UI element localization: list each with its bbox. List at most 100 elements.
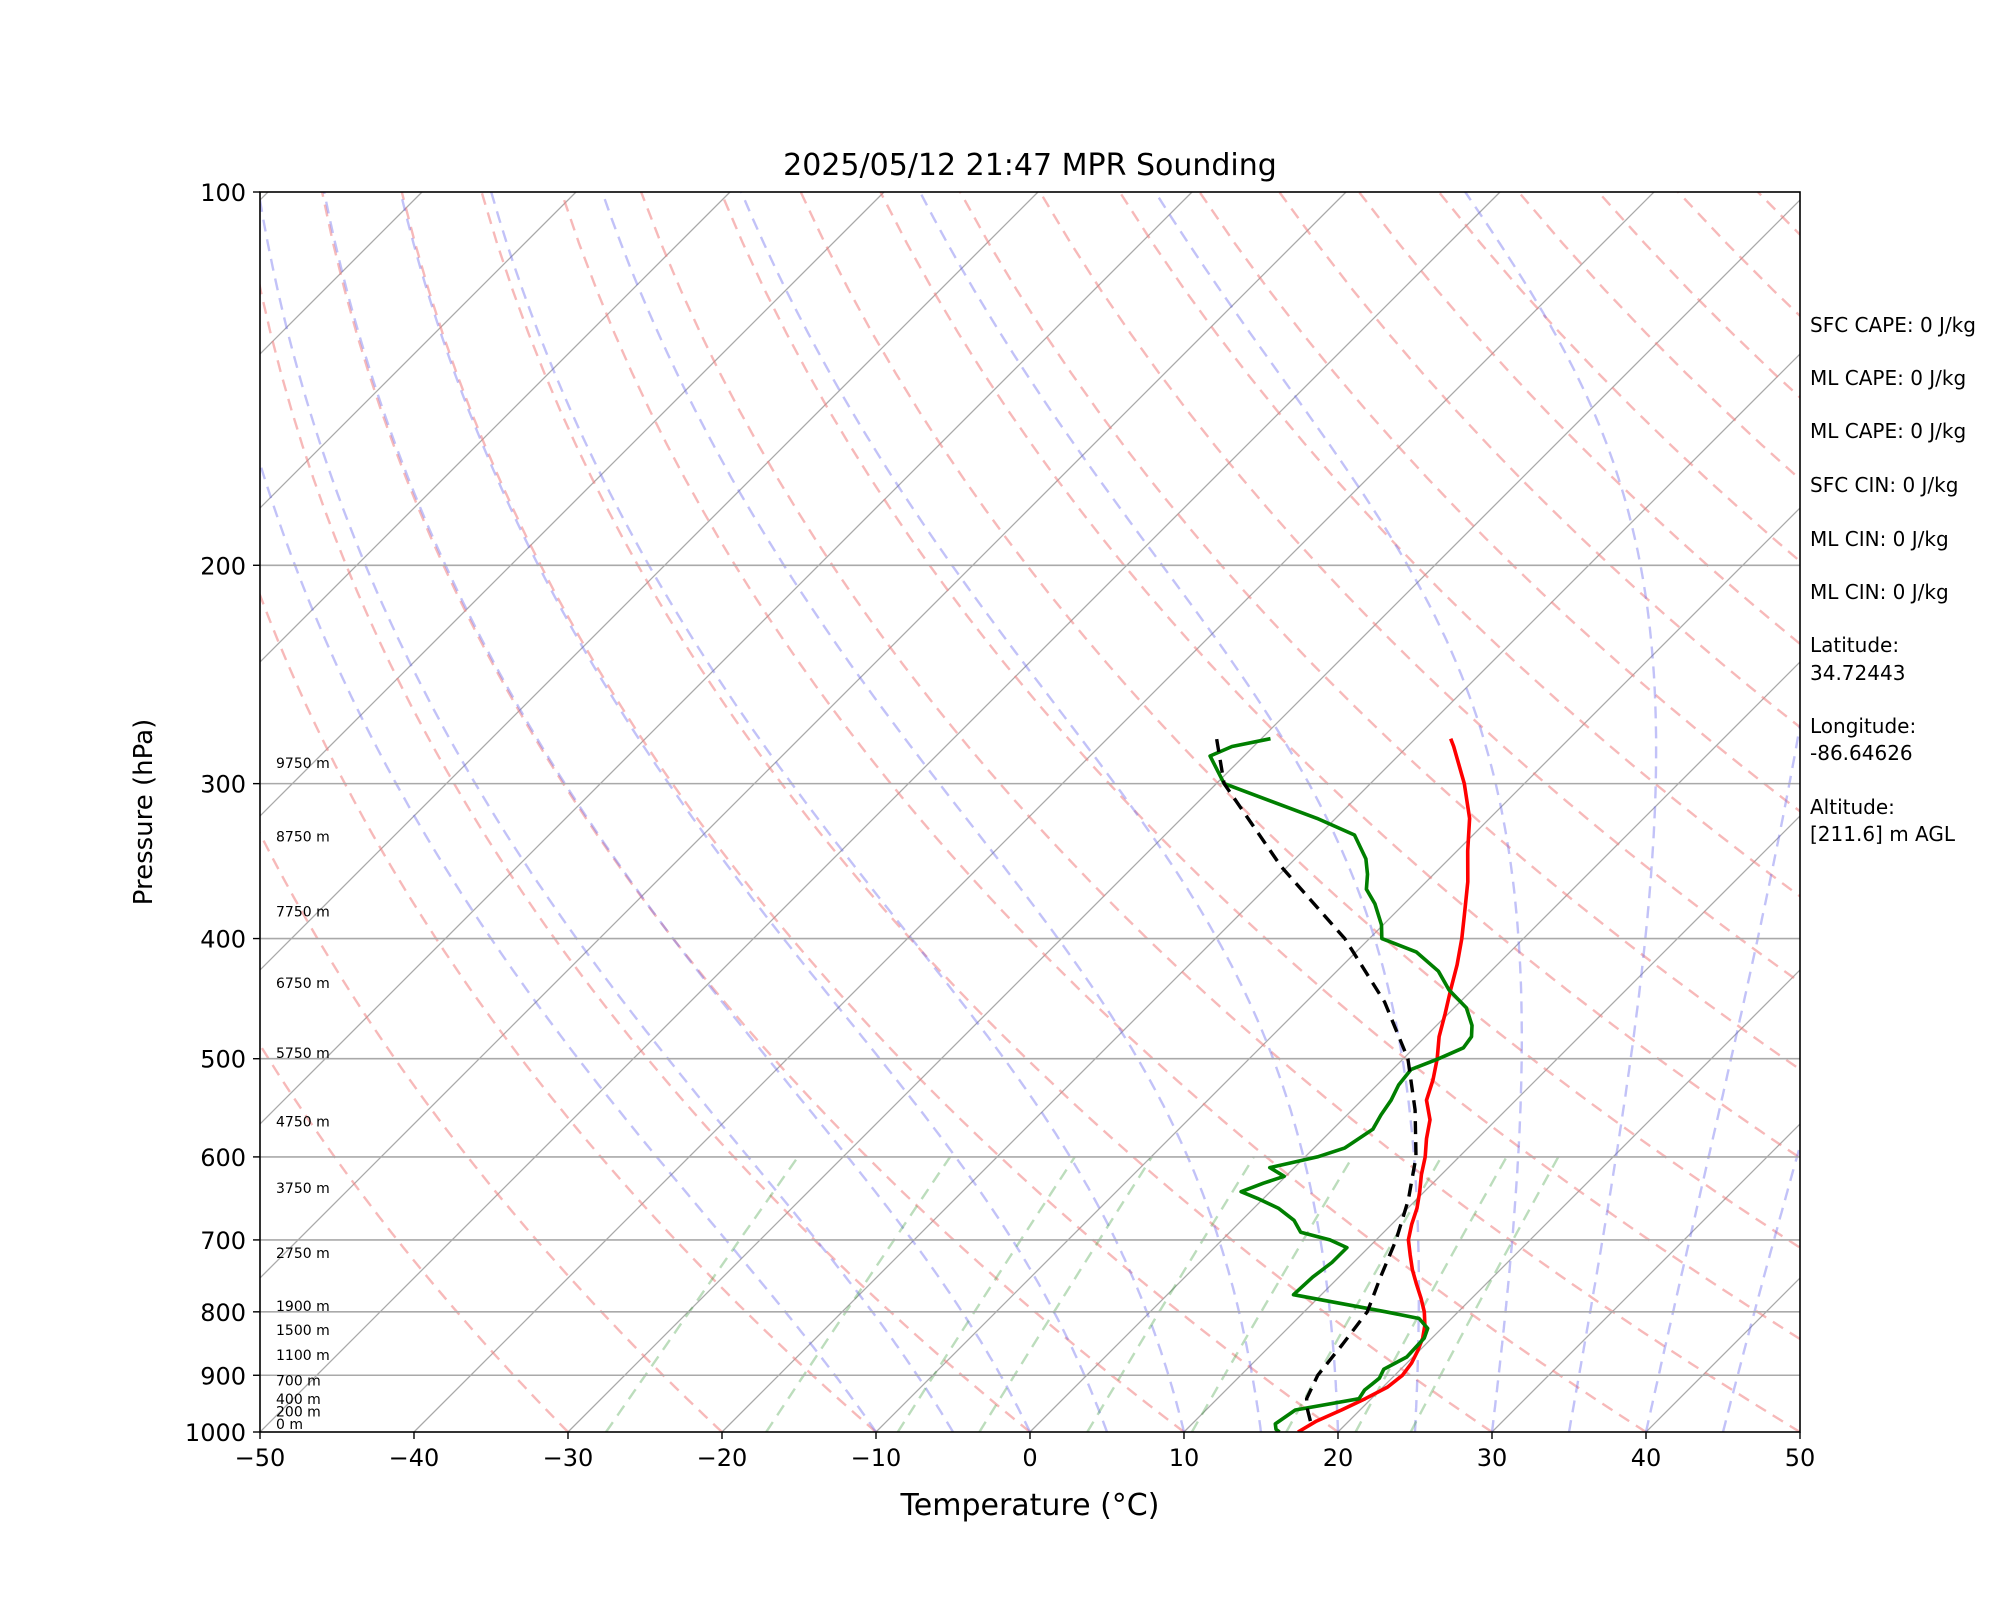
height-label: 2750 m xyxy=(276,1246,330,1262)
dry-adiabat-line xyxy=(400,192,1339,1432)
dry-adiabat-line xyxy=(1118,192,1800,898)
sounding-stats: SFC CAPE: 0 J/kg ML CAPE: 0 J/kg ML CAPE: … xyxy=(1810,313,1976,846)
y-axis-label: Pressure (hPa) xyxy=(129,719,159,906)
mixing-ratio-line xyxy=(1409,1156,1560,1432)
x-tick-label: −20 xyxy=(697,1444,748,1472)
isotherm-line xyxy=(260,192,1347,1279)
moist-adiabat-line xyxy=(740,192,1340,1432)
isotherm-line xyxy=(0,192,114,1432)
stat-line: SFC CAPE: 0 J/kg xyxy=(1810,313,1976,337)
moist-adiabat-line xyxy=(323,192,1032,1432)
stat-line: ML CAPE: 0 J/kg xyxy=(1810,419,1966,443)
dry-adiabat-line xyxy=(1038,192,1800,984)
moist-adiabat-line xyxy=(1721,1141,1800,1432)
x-axis-label: Temperature (°C) xyxy=(900,1488,1160,1523)
isotherm-line xyxy=(1337,969,1800,1432)
height-label: 5750 m xyxy=(276,1046,330,1062)
x-tick-label: 40 xyxy=(1631,1444,1662,1472)
x-tick-label: 0 xyxy=(1022,1444,1037,1472)
x-tick-label: −50 xyxy=(235,1444,286,1472)
dry-adiabat-line xyxy=(1278,192,1800,729)
dry-adiabat-line xyxy=(879,192,1800,1160)
y-tick-label: 700 xyxy=(200,1227,246,1255)
isotherm-line xyxy=(721,353,1800,1432)
isotherm-line xyxy=(1183,815,1800,1432)
moist-adiabat-line xyxy=(1644,718,1800,1432)
height-label: 9750 m xyxy=(276,756,330,772)
x-tick-label: 30 xyxy=(1477,1444,1508,1472)
dry-adiabat-line xyxy=(719,192,1800,1341)
sounding-profiles xyxy=(1208,736,1474,1432)
dry-adiabat-line xyxy=(639,192,1800,1432)
height-label: 1100 m xyxy=(276,1348,330,1364)
x-tick-label: 20 xyxy=(1323,1444,1354,1472)
isotherm-line xyxy=(1491,1123,1800,1432)
stat-line: ML CIN: 0 J/kg xyxy=(1810,580,1949,604)
height-label: 400 m xyxy=(276,1392,321,1408)
moist-adiabat-line xyxy=(1154,192,1523,1432)
y-tick-label: 200 xyxy=(200,552,246,580)
isotherm-line xyxy=(1029,661,1800,1432)
x-tick-label: 50 xyxy=(1785,1444,1816,1472)
isotherm-line xyxy=(875,507,1800,1432)
isotherm-line xyxy=(260,192,885,817)
stat-line: Latitude: xyxy=(1810,633,1899,657)
isotherm-line xyxy=(260,192,1193,1125)
y-tick-label: 600 xyxy=(200,1144,246,1172)
height-label: 7750 m xyxy=(276,904,330,920)
isobar-grid xyxy=(260,564,1800,1377)
y-tick-label: 100 xyxy=(200,179,246,207)
temperature-profile-line xyxy=(1297,738,1472,1432)
stat-line: ML CIN: 0 J/kg xyxy=(1810,527,1949,551)
stat-line: Altitude: xyxy=(1810,795,1895,819)
y-tick-label: 800 xyxy=(200,1299,246,1327)
x-tick-label: −40 xyxy=(389,1444,440,1472)
isotherm-line xyxy=(567,199,1800,1432)
dry-adiabat-line xyxy=(799,192,1800,1250)
y-tick-label: 1000 xyxy=(185,1419,246,1447)
stat-line: [211.6] m AGL xyxy=(1810,822,1956,846)
stat-line: SFC CIN: 0 J/kg xyxy=(1810,473,1958,497)
height-label: 3750 m xyxy=(276,1181,330,1197)
isotherm-line xyxy=(260,192,1501,1432)
isotherm-line xyxy=(260,192,731,663)
x-tick-label: −10 xyxy=(851,1444,902,1472)
stat-line: ML CAPE: 0 J/kg xyxy=(1810,366,1966,390)
moist-adiabat-line xyxy=(260,193,955,1432)
dry-adiabat-line xyxy=(959,192,1800,1071)
stat-line: 34.72443 xyxy=(1810,661,1905,685)
dry-adiabat-line xyxy=(260,281,1031,1432)
height-label: 1900 m xyxy=(276,1299,330,1315)
isotherm-line xyxy=(260,192,577,509)
dry-adiabat-line xyxy=(260,1042,569,1432)
x-tick-label: −30 xyxy=(543,1444,594,1472)
background-lines xyxy=(0,192,1800,1432)
mixing-ratio-line xyxy=(605,1156,799,1432)
dry-adiabat-line xyxy=(480,192,1493,1432)
height-label: 8750 m xyxy=(276,830,330,846)
dry-adiabat-line xyxy=(560,192,1647,1432)
y-tick-label: 500 xyxy=(200,1046,246,1074)
height-label: 0 m xyxy=(276,1417,303,1433)
mixing-ratio-line xyxy=(765,1156,952,1432)
y-tick-label: 300 xyxy=(200,771,246,799)
dry-adiabat-line xyxy=(1198,192,1800,813)
mixing-ratio-line xyxy=(978,1156,1153,1432)
dry-adiabat-line xyxy=(260,591,877,1432)
chart-title: 2025/05/12 21:47 MPR Sounding xyxy=(783,148,1277,183)
y-tick-label: 900 xyxy=(200,1362,246,1390)
height-label: 700 m xyxy=(276,1373,321,1389)
mixing-ratio-line xyxy=(896,1156,1076,1432)
y-tick-label: 400 xyxy=(200,926,246,954)
x-tick-label: 10 xyxy=(1169,1444,1200,1472)
parcel-profile-line xyxy=(1214,738,1418,1422)
dry-adiabat-line xyxy=(320,192,1185,1432)
mixing-ratio-line xyxy=(1086,1156,1255,1432)
dewpoint-profile-line xyxy=(1208,736,1474,1432)
moist-adiabat-line xyxy=(601,192,1263,1432)
mixing-ratio-line xyxy=(1190,1156,1354,1432)
height-label: 200 m xyxy=(276,1404,321,1420)
plot-frame xyxy=(259,191,1801,1433)
